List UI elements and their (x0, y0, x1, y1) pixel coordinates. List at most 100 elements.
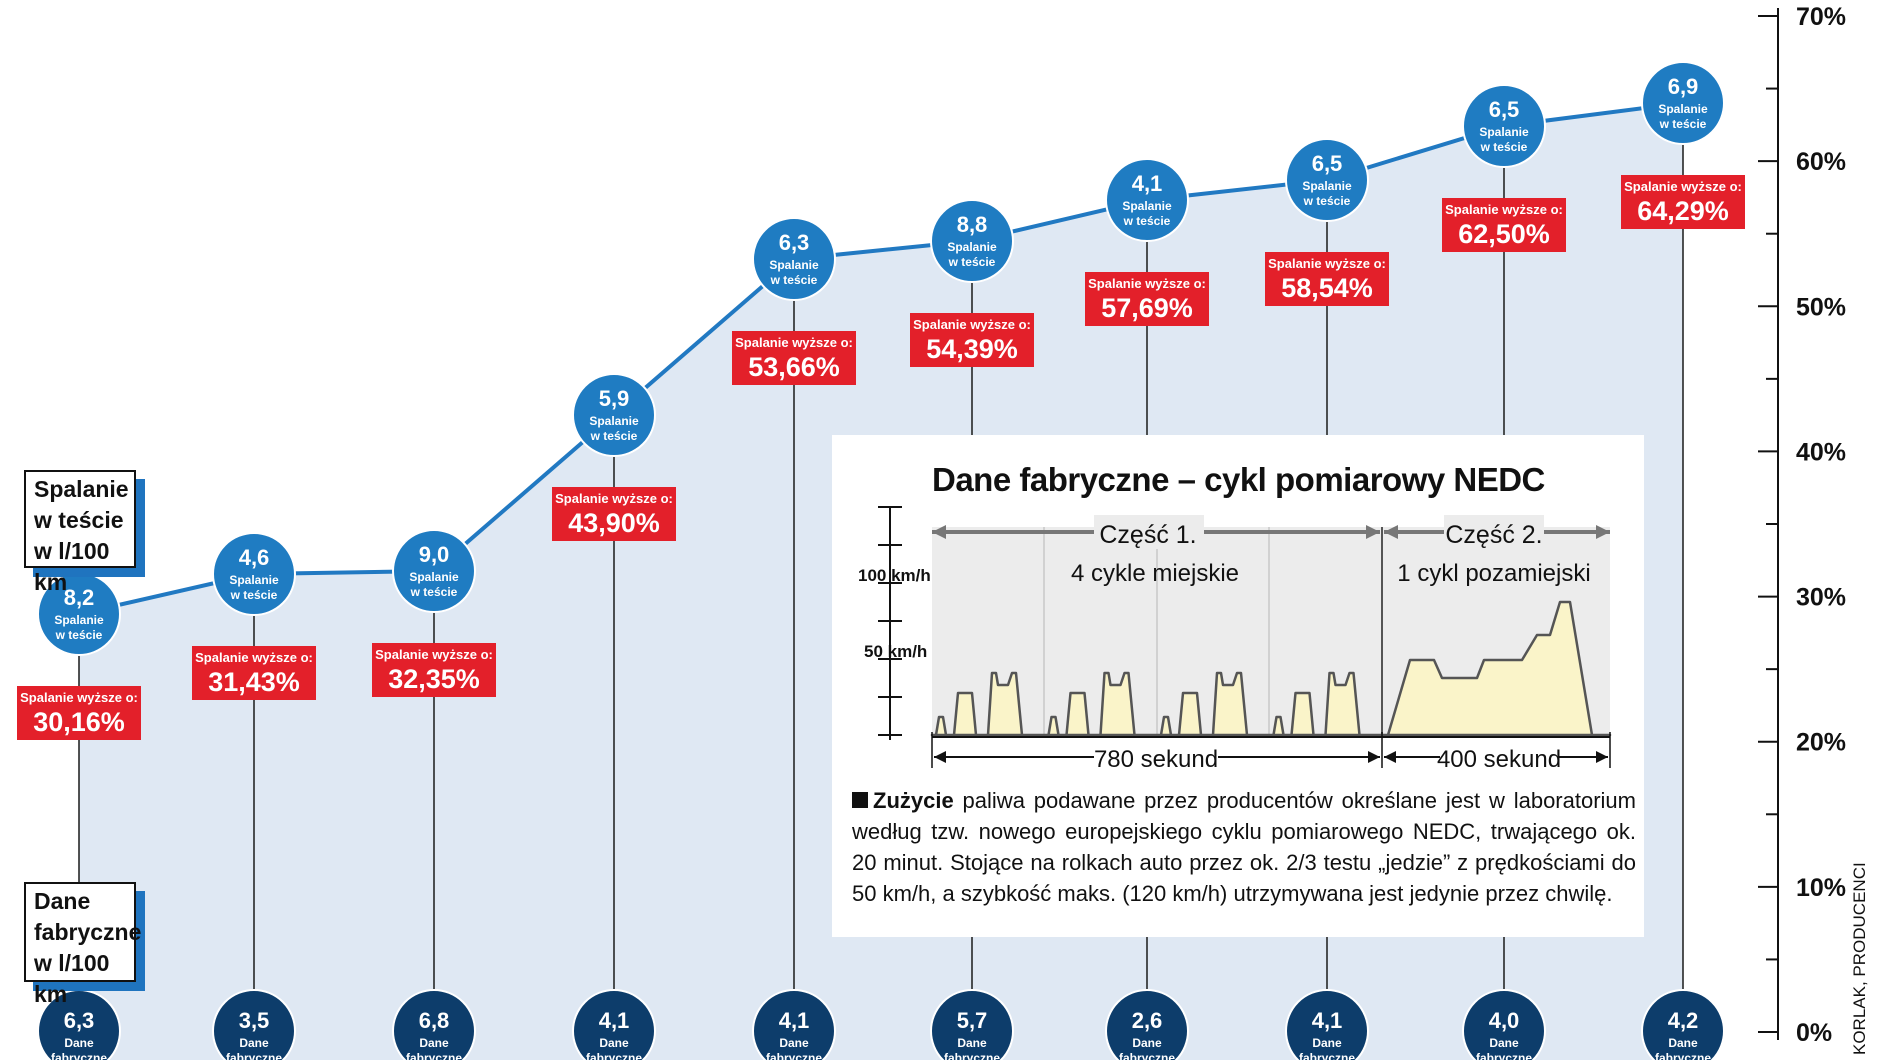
legend-test-consumption: Spalanie w teście w l/100 km (24, 470, 136, 595)
test-value: 6,3 (779, 230, 810, 255)
nedc-part1-label-bg (1094, 515, 1204, 549)
source-credit: KORLAK, PRODUCENCI (1850, 862, 1869, 1055)
factory-value: 5,7 (957, 1008, 988, 1033)
test-caption: w teście (948, 255, 996, 269)
nedc-duration2-arrowhead-right (1596, 751, 1608, 763)
test-value: 6,5 (1489, 97, 1520, 122)
factory-caption: fabryczne (1476, 1051, 1532, 1060)
nedc-part2-arrowhead-right (1596, 525, 1610, 539)
y-tick-label: 60% (1796, 148, 1846, 176)
percent-box (372, 643, 496, 697)
percent-axis: 0% 10% 20% 30% 40% 50% 60% 70% (1758, 3, 1846, 1047)
test-caption: Spalanie (409, 570, 459, 584)
nedc-description-bold: Zużycie (873, 788, 954, 813)
factory-value: 4,2 (1668, 1008, 1699, 1033)
factory-caption: Dane (779, 1036, 809, 1050)
y-tick-label: 70% (1796, 3, 1846, 31)
y-tick-label: 10% (1796, 874, 1846, 902)
percent-value: 53,66% (748, 352, 840, 382)
y-tick-label: 0% (1796, 1019, 1832, 1047)
percent-box (192, 646, 316, 700)
test-caption: Spalanie (1658, 102, 1708, 116)
test-caption: w teście (1303, 194, 1351, 208)
factory-bubble (1105, 989, 1189, 1060)
nedc-part1-arrowhead-right (1366, 525, 1380, 539)
test-caption: w teście (410, 585, 458, 599)
nedc-part2-sub: 1 cykl pozamiejski (1397, 560, 1590, 587)
percent-box (1265, 252, 1389, 306)
percent-box (1621, 175, 1745, 229)
percent-value: 58,54% (1281, 273, 1373, 303)
nedc-title: Dane fabryczne – cykl pomiarowy NEDC (932, 461, 1545, 498)
percent-caption: Spalanie wyższe o: (1268, 256, 1386, 271)
nedc-part2-arrowhead-left (1384, 525, 1398, 539)
factory-bubble (752, 989, 836, 1060)
test-caption: w teście (770, 273, 818, 287)
y-tick-label: 50% (1796, 293, 1846, 321)
nedc-description: Zużycie paliwa podawane przez producentó… (852, 785, 1636, 909)
factory-value: 4,1 (779, 1008, 810, 1033)
test-caption: w teście (55, 628, 103, 642)
nedc-part1-sub: 4 cykle miejskie (1071, 560, 1239, 587)
percent-box (910, 313, 1034, 367)
nedc-duration1: 780 sekund (1094, 746, 1218, 773)
nedc-speed-diagram: 100 km/h 50 km/h Część 1. Część 2. 4 cyk… (858, 506, 1612, 773)
test-caption: Spalanie (1302, 179, 1352, 193)
test-value: 5,9 (599, 386, 630, 411)
nedc-duration2-arrowhead-left (1384, 751, 1396, 763)
legend-factory-line-2: fabryczne (34, 919, 142, 945)
percent-value: 31,43% (208, 667, 300, 697)
percent-caption: Spalanie wyższe o: (735, 335, 853, 350)
factory-value: 6,3 (64, 1008, 95, 1033)
test-caption: w teście (1659, 117, 1707, 131)
legend-factory-line-3: w l/100 km (34, 950, 110, 1007)
test-caption: Spalanie (1479, 125, 1529, 139)
factory-bubble (572, 989, 656, 1060)
percent-box (1442, 198, 1566, 252)
test-caption: w teście (1480, 140, 1528, 154)
factory-caption: fabryczne (1119, 1051, 1175, 1060)
test-caption: w teście (230, 588, 278, 602)
test-bubble (392, 529, 476, 613)
factory-caption: Dane (957, 1036, 987, 1050)
factory-caption: Dane (64, 1036, 94, 1050)
test-bubble (1285, 138, 1369, 222)
percent-caption: Spalanie wyższe o: (1624, 179, 1742, 194)
test-value: 9,0 (419, 542, 450, 567)
nedc-duration1-arrowhead-right (1368, 751, 1380, 763)
bullet-square-icon (852, 792, 868, 808)
test-consumption-line (78, 101, 1684, 616)
test-bubble (752, 217, 836, 301)
factory-bubble (392, 989, 476, 1060)
factory-bubble (1641, 989, 1725, 1060)
factory-bubble (1285, 989, 1369, 1060)
factory-caption: fabryczne (406, 1051, 462, 1060)
factory-caption: Dane (1489, 1036, 1519, 1050)
test-value: 6,9 (1668, 74, 1699, 99)
factory-value: 2,6 (1132, 1008, 1163, 1033)
factory-caption: Dane (1132, 1036, 1162, 1050)
factory-value: 3,5 (239, 1008, 270, 1033)
factory-caption: Dane (239, 1036, 269, 1050)
percent-value: 30,16% (33, 707, 125, 737)
nedc-part1-arrowhead-left (932, 525, 946, 539)
factory-value: 4,1 (599, 1008, 630, 1033)
factory-caption: fabryczne (1655, 1051, 1711, 1060)
percent-caption: Spalanie wyższe o: (555, 491, 673, 506)
percent-value: 64,29% (1637, 196, 1729, 226)
test-bubble (572, 373, 656, 457)
y-tick-label: 40% (1796, 438, 1846, 466)
percent-box (1085, 272, 1209, 326)
factory-caption: fabryczne (944, 1051, 1000, 1060)
legend-factory-line-1: Dane (34, 888, 91, 914)
test-caption: w teście (1123, 214, 1171, 228)
factory-caption: Dane (1312, 1036, 1342, 1050)
percent-caption: Spalanie wyższe o: (20, 690, 138, 705)
factory-caption: fabryczne (1299, 1051, 1355, 1060)
factory-caption: fabryczne (766, 1051, 822, 1060)
test-value: 6,5 (1312, 151, 1343, 176)
test-caption: Spalanie (947, 240, 997, 254)
factory-bubble (930, 989, 1014, 1060)
test-caption: Spalanie (589, 414, 639, 428)
nedc-part2-label-bg (1444, 515, 1544, 549)
